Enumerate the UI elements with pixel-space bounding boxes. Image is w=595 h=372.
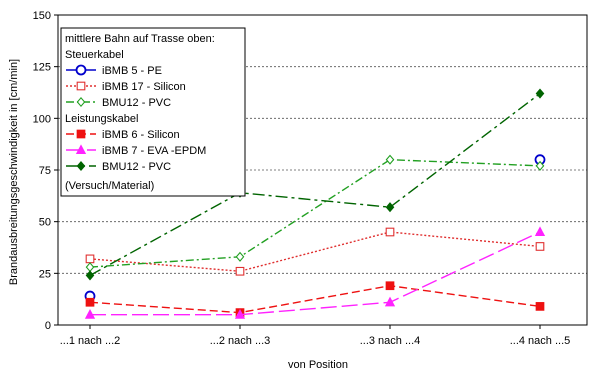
y-tick-label: 75 (39, 165, 51, 177)
series-line (90, 231, 541, 316)
legend-entry-label: iBMB 7 - EVA -EPDM (102, 145, 206, 157)
legend-entry-label: BMU12 - PVC (102, 97, 171, 109)
data-point-marker (535, 88, 545, 99)
legend-group-steuerkabel: Steuerkabel (65, 49, 124, 61)
data-point-marker (234, 308, 246, 319)
legend-entries: iBMB 5 - PE iBMB 17 - Silicon BMU12 - PVC i… (66, 64, 206, 173)
data-point-marker (235, 251, 245, 262)
x-axis-label: von Position (288, 359, 348, 371)
data-point-marker (535, 242, 545, 251)
legend-entry: iBMB 17 - Silicon (66, 81, 186, 93)
data-point-marker (85, 297, 95, 307)
data-point-marker (534, 226, 546, 237)
data-point-marker (385, 154, 395, 165)
x-tick-label: ...4 nach ...5 (510, 335, 571, 347)
series-layer (84, 88, 546, 319)
y-axis-ticks: 0 25 50 75 100 125 150 (33, 10, 58, 332)
data-point-marker (85, 262, 95, 273)
data-point-marker (385, 202, 395, 213)
series-line (89, 285, 541, 314)
data-point-marker (85, 270, 95, 281)
legend-entry: BMU12 - PVC (66, 160, 171, 173)
series-2 (85, 227, 545, 276)
data-point-marker (384, 296, 396, 307)
y-tick-label: 50 (39, 217, 51, 229)
data-point-marker (76, 96, 86, 108)
data-point-marker (535, 160, 545, 171)
series-line (89, 231, 541, 272)
legend-entry-label: iBMB 5 - PE (102, 65, 162, 77)
y-tick-label: 0 (45, 320, 51, 332)
data-point-marker (84, 308, 96, 319)
legend-entry-label: iBMB 17 - Silicon (102, 81, 186, 93)
data-point-marker (535, 302, 545, 311)
legend-box (60, 27, 246, 197)
legend-entry: iBMB 6 - Silicon (66, 129, 180, 141)
data-point-marker (76, 81, 86, 91)
series-5 (84, 226, 546, 319)
x-tick-label: ...2 nach ...3 (210, 335, 271, 347)
y-tick-label: 100 (33, 113, 51, 125)
series-3 (85, 154, 545, 273)
y-axis-label: Brandausbreitungsgeschwindigkeit in [cm/… (8, 59, 20, 285)
x-tick-label: ...1 nach ...2 (60, 335, 121, 347)
data-point-marker (235, 266, 245, 276)
data-point-marker (385, 281, 395, 291)
plot-frame (57, 14, 588, 326)
legend-entry: BMU12 - PVC (66, 96, 171, 109)
data-point-marker (85, 254, 95, 264)
data-point-marker (75, 144, 87, 155)
y-tick-label: 150 (33, 10, 51, 22)
legend-entry: iBMB 5 - PE (66, 64, 162, 77)
y-tick-label: 125 (33, 62, 51, 74)
series-line (89, 158, 541, 268)
series-4 (85, 281, 545, 317)
legend-header: mittlere Bahn auf Trasse oben: (65, 33, 215, 45)
series-line (89, 92, 541, 277)
data-point-marker (385, 227, 395, 237)
legend: mittlere Bahn auf Trasse oben: Steuerkab… (60, 27, 246, 197)
data-point-marker (76, 160, 86, 172)
data-point-marker (76, 129, 86, 139)
data-point-marker (75, 64, 87, 76)
legend-group-leistungskabel: Leistungskabel (65, 113, 138, 125)
x-tick-label: ...3 nach ...4 (360, 335, 421, 347)
legend-entry-label: BMU12 - PVC (102, 161, 171, 173)
x-axis-ticks: ...1 nach ...2 ...2 nach ...3 ...3 nach ..… (60, 325, 571, 347)
y-tick-label: 25 (39, 268, 51, 280)
legend-entry-label: iBMB 6 - Silicon (102, 129, 180, 141)
legend-footer: (Versuch/Material) (65, 180, 154, 192)
legend-entry: iBMB 7 - EVA -EPDM (66, 144, 206, 157)
